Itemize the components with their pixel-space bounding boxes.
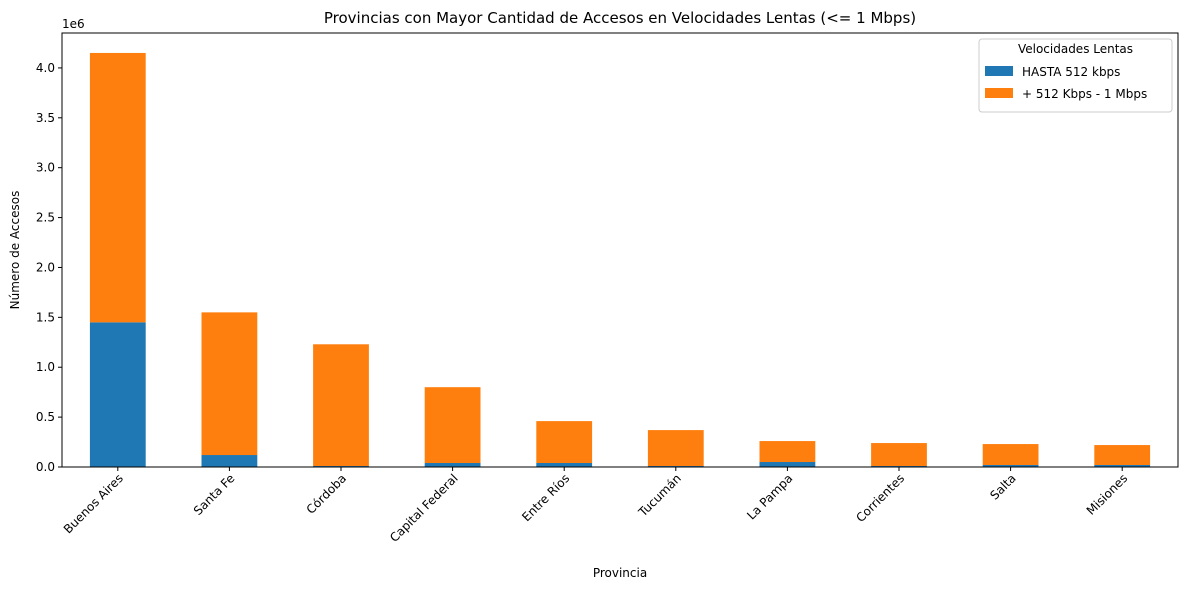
bar-512-1mbps — [313, 344, 369, 467]
x-tick-label: Buenos Aires — [61, 471, 126, 536]
plot-frame — [61, 32, 1179, 468]
bar-512-1mbps — [201, 312, 258, 456]
x-axis-ticks: Buenos Aires Santa Fe Córdoba Capital Feder… — [61, 467, 1131, 545]
legend-box — [978, 38, 1173, 113]
y-tick-label: 1.0 — [36, 360, 55, 374]
x-tick-label: Corrientes — [853, 471, 907, 525]
x-tick-label: Capital Federal — [387, 471, 461, 545]
y-tick-label: 3.5 — [36, 111, 55, 125]
bar-512-1mbps — [982, 444, 1039, 466]
y-axis-ticks: 0.0 0.5 1.0 1.5 2.0 2.5 3.0 3.5 4.0 — [36, 61, 62, 474]
bar-512-1mbps — [1094, 445, 1151, 466]
x-tick-label: Misiones — [1084, 471, 1131, 518]
bar-hasta-512 — [759, 462, 816, 467]
bar-512-1mbps — [536, 421, 593, 464]
chart-title: Provincias con Mayor Cantidad de Accesos… — [324, 9, 916, 27]
x-tick-label: Córdoba — [304, 471, 350, 517]
legend-label: HASTA 512 kbps — [1022, 65, 1120, 79]
bar-hasta-512 — [1094, 465, 1151, 467]
y-axis-label: Número de Accesos — [8, 191, 22, 310]
bar-512-1mbps — [89, 52, 146, 323]
x-tick-label: Santa Fe — [191, 471, 238, 518]
y-tick-label: 0.0 — [36, 460, 55, 474]
legend: Velocidades Lentas HASTA 512 kbps + 512 Kb… — [978, 38, 1173, 113]
y-offset-label: 1e6 — [62, 17, 85, 31]
y-tick-label: 4.0 — [36, 61, 55, 75]
legend-swatch — [985, 66, 1013, 76]
bar-512-1mbps — [424, 387, 481, 464]
x-tick-label: Salta — [987, 471, 1018, 502]
legend-swatch — [985, 88, 1013, 98]
bar-512-1mbps — [647, 430, 704, 467]
y-tick-label: 2.5 — [36, 211, 55, 225]
y-tick-label: 3.0 — [36, 161, 55, 175]
legend-title: Velocidades Lentas — [1018, 42, 1133, 56]
bar-hasta-512 — [89, 322, 146, 467]
bar-hasta-512 — [424, 463, 481, 467]
legend-label: + 512 Kbps - 1 Mbps — [1022, 87, 1147, 101]
y-tick-label: 1.5 — [36, 310, 55, 324]
bar-hasta-512 — [201, 455, 258, 467]
x-tick-label: La Pampa — [744, 471, 795, 522]
x-tick-label: Entre Ríos — [519, 471, 572, 524]
bar-hasta-512 — [982, 465, 1039, 467]
bar-512-1mbps — [759, 441, 816, 463]
x-tick-label: Tucumán — [635, 471, 684, 520]
bars-layer — [89, 52, 1151, 467]
y-tick-label: 0.5 — [36, 410, 55, 424]
x-axis-label: Provincia — [593, 566, 647, 580]
y-tick-label: 2.0 — [36, 260, 55, 274]
bar-512-1mbps — [871, 443, 927, 467]
bar-hasta-512 — [536, 463, 593, 467]
